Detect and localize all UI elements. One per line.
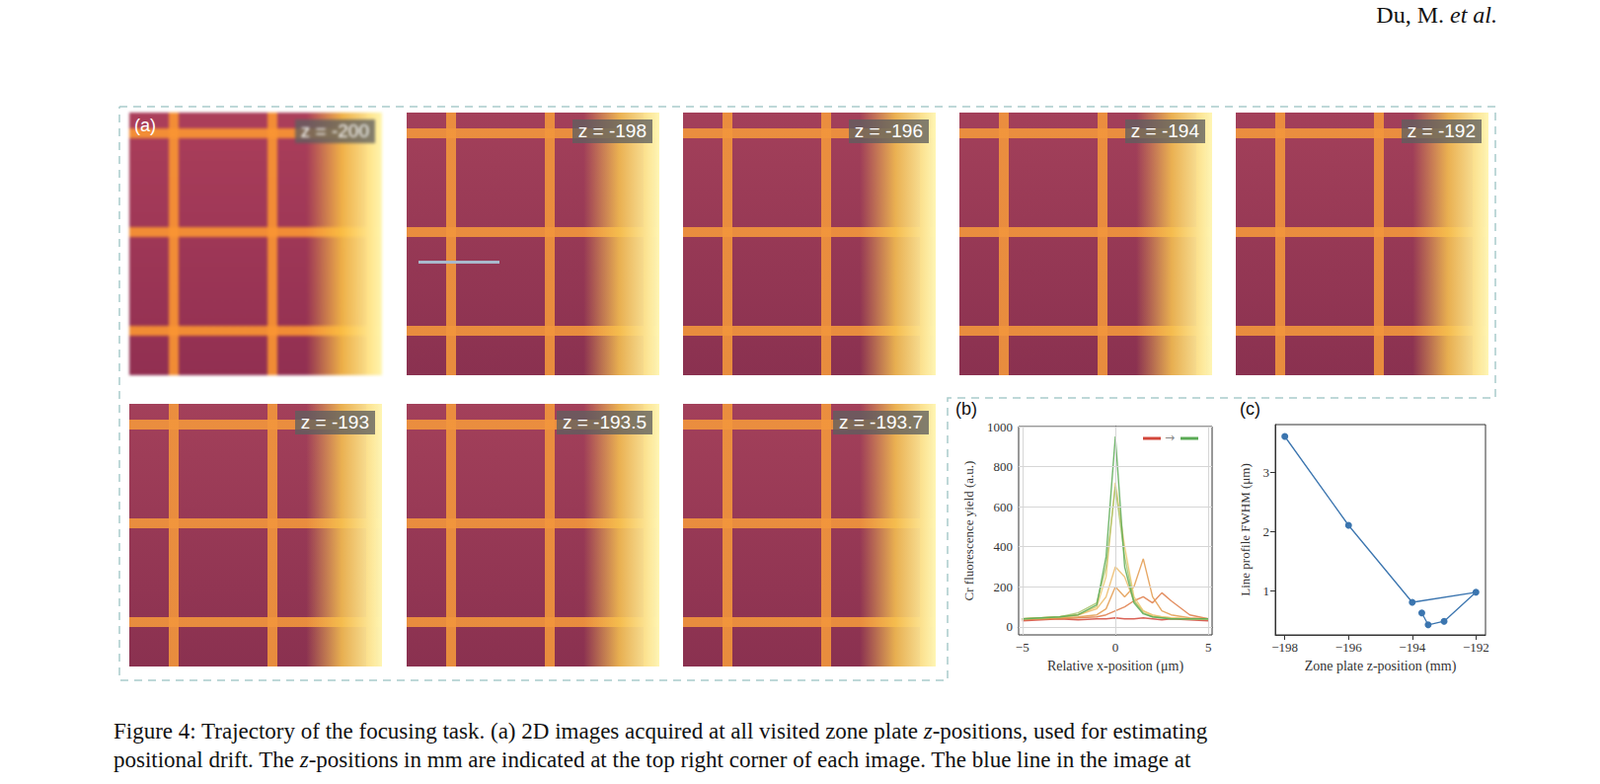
html-text:(c): (c) bbox=[1239, 398, 1261, 419]
html-text:(b): (b) bbox=[955, 398, 978, 419]
html-text:z = -193.5: z = -193.5 bbox=[562, 411, 647, 433]
svg-text:5: 5 bbox=[1205, 639, 1213, 655]
html-text:Figure 4: Trajectory of the fo: Figure 4: Trajectory of the focusing tas… bbox=[113, 718, 1208, 744]
svg-text:Zone plate z-position (mm): Zone plate z-position (mm) bbox=[1304, 658, 1457, 675]
html-text:z = -194: z = -194 bbox=[1130, 120, 1200, 142]
html-text:(a): (a) bbox=[134, 115, 156, 136]
html-text:z = -198: z = -198 bbox=[578, 120, 647, 142]
svg-text:−196: −196 bbox=[1335, 639, 1363, 655]
svg-text:800: 800 bbox=[993, 458, 1014, 474]
svg-text:0: 0 bbox=[1112, 639, 1120, 655]
svg-text:3: 3 bbox=[1263, 464, 1271, 480]
svg-text:−5: −5 bbox=[1015, 639, 1030, 655]
svg-text:Relative x-position (μm): Relative x-position (μm) bbox=[1047, 658, 1184, 675]
svg-text:1: 1 bbox=[1263, 583, 1271, 599]
svg-text:Line profile FWHM (μm): Line profile FWHM (μm) bbox=[1237, 462, 1253, 596]
html-text:positional drift. The z -posit: positional drift. The z -positions in mm… bbox=[113, 747, 1191, 772]
html-text:z = -193: z = -193 bbox=[300, 411, 370, 433]
svg-text:−198: −198 bbox=[1271, 639, 1298, 655]
html-text:z = -196: z = -196 bbox=[854, 120, 923, 142]
svg-text:400: 400 bbox=[993, 538, 1014, 554]
svg-text:0: 0 bbox=[1006, 618, 1014, 634]
html-text:z = -193.7: z = -193.7 bbox=[838, 411, 923, 433]
svg-text:2: 2 bbox=[1263, 524, 1271, 539]
html-text:Du, M. et al.: Du, M. et al. bbox=[1376, 1, 1498, 28]
svg-text:−194: −194 bbox=[1398, 639, 1426, 655]
svg-text:−192: −192 bbox=[1462, 639, 1490, 655]
svg-text:→: → bbox=[1164, 430, 1175, 445]
svg-text:1000: 1000 bbox=[987, 419, 1013, 435]
svg-text:600: 600 bbox=[993, 499, 1014, 515]
html-text:z = -192: z = -192 bbox=[1407, 120, 1476, 142]
html-text:z = -200: z = -200 bbox=[300, 120, 370, 142]
svg-text:200: 200 bbox=[993, 579, 1014, 595]
svg-text:Cr fluorescence yield (a.u.): Cr fluorescence yield (a.u.) bbox=[961, 460, 977, 602]
